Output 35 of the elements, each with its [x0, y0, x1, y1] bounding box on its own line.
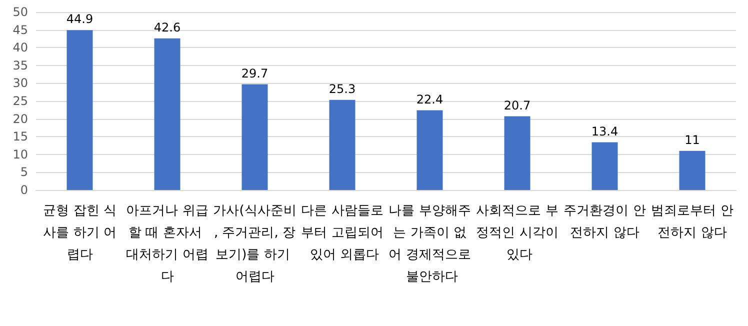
x-tick-label: 아프거나 위급할 때 혼자서 대처하기 어렵다 — [126, 204, 208, 284]
y-tick-label: 40 — [12, 40, 28, 55]
x-tick-label: 나를 부양해주는 가족이 없어 경제적으로 불안하다 — [388, 204, 471, 284]
bar — [242, 84, 268, 190]
x-tick-label: 균형 잡힌 식사를 하기 어렵다 — [43, 204, 116, 262]
data-label: 11 — [684, 132, 700, 147]
y-tick-label: 10 — [12, 147, 28, 162]
x-tick-label: 범죄로부터 안전하지 않다 — [651, 204, 734, 240]
y-tick-label: 35 — [12, 58, 28, 72]
y-tick-label: 0 — [20, 183, 28, 197]
data-label: 29.7 — [241, 66, 268, 80]
data-label: 13.4 — [591, 124, 618, 138]
data-label: 20.7 — [504, 98, 531, 112]
y-tick-label: 15 — [12, 130, 28, 144]
data-label: 42.6 — [154, 20, 181, 34]
y-tick-label: 50 — [12, 5, 28, 19]
data-label: 22.4 — [416, 92, 444, 106]
y-tick-label: 5 — [20, 165, 28, 180]
bar — [592, 142, 618, 190]
x-tick-label: 사회적으로 부정적인 시각이 있다 — [476, 204, 558, 262]
x-tick-label: 주거환경이 안전하지 않다 — [564, 204, 646, 240]
bar — [504, 116, 530, 190]
bar — [329, 100, 356, 190]
x-tick-label: 가사(식사준비, 주거관리, 장보기)를 하기 어렵다 — [213, 204, 296, 284]
bar — [679, 150, 706, 190]
bar — [154, 38, 180, 190]
y-tick-label: 20 — [12, 112, 28, 126]
x-tick-label: 다른 사람들로부터 고립되어 있어 외롭다 — [301, 204, 384, 262]
bar — [66, 30, 93, 190]
y-tick-label: 25 — [12, 94, 28, 108]
y-tick-label: 30 — [12, 76, 28, 90]
y-tick-label: 45 — [12, 22, 28, 37]
data-label: 44.9 — [66, 12, 94, 26]
bar — [416, 110, 443, 190]
data-label: 25.3 — [328, 82, 356, 96]
